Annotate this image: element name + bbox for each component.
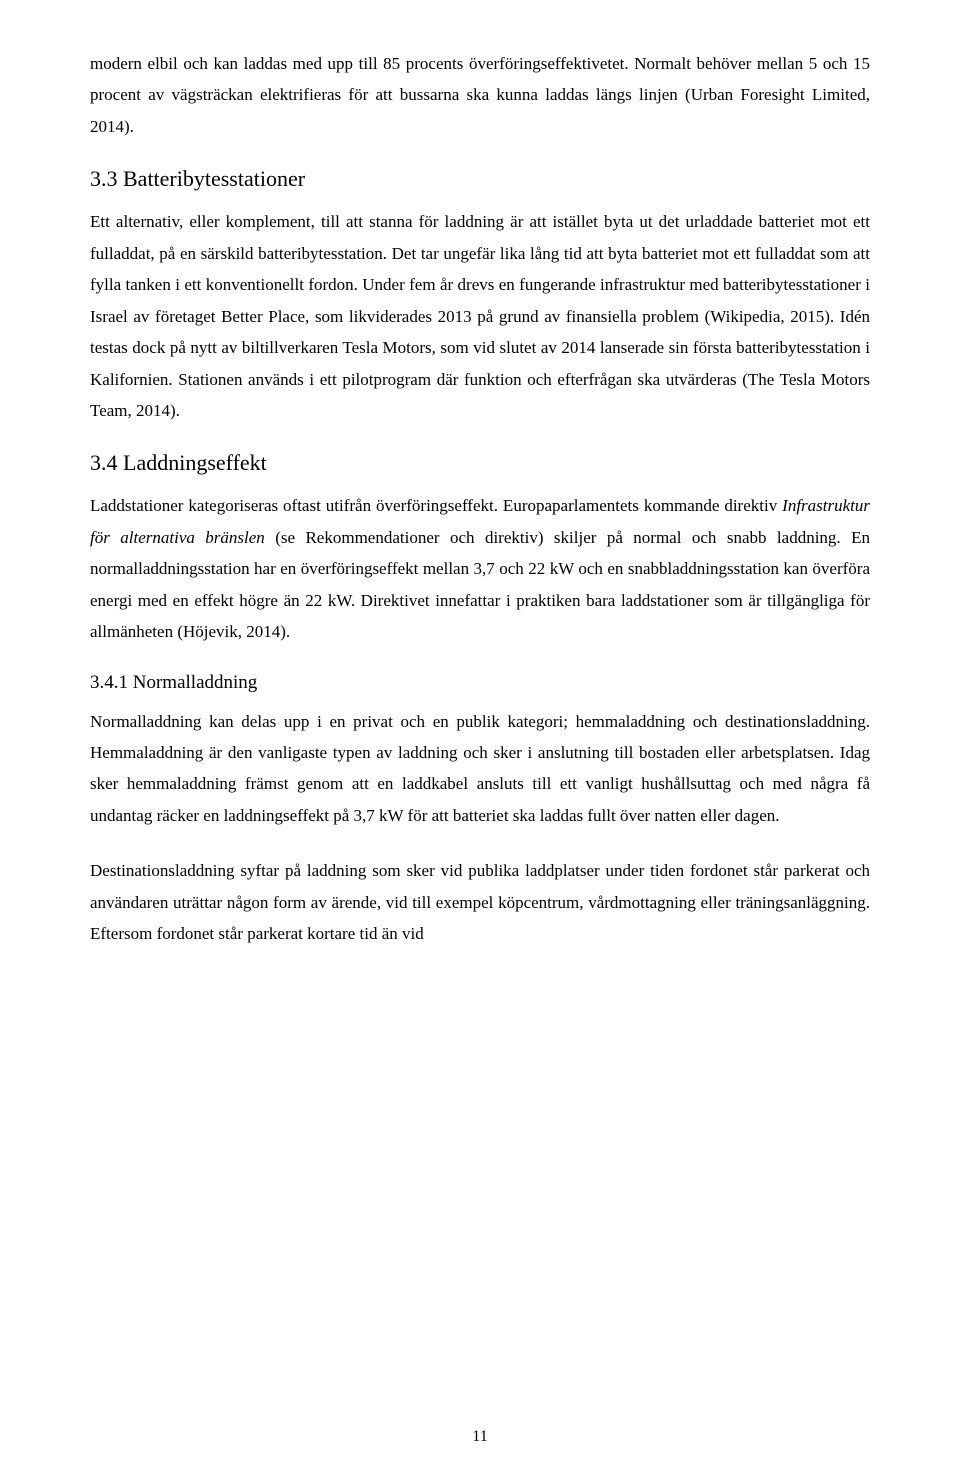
page-number: 11: [0, 1428, 960, 1446]
paragraph-3-4-1b: Destinationsladdning syftar på laddning …: [90, 855, 870, 949]
paragraph-3-3: Ett alternativ, eller komplement, till a…: [90, 206, 870, 426]
heading-3-4-1: 3.4.1 Normalladdning: [90, 672, 870, 694]
paragraph-intro: modern elbil och kan laddas med upp till…: [90, 48, 870, 142]
paragraph-3-4-1a: Normalladdning kan delas upp i en privat…: [90, 706, 870, 832]
heading-3-3: 3.3 Batteribytesstationer: [90, 166, 870, 192]
heading-3-4: 3.4 Laddningseffekt: [90, 450, 870, 476]
paragraph-3-4: Laddstationer kategoriseras oftast utifr…: [90, 490, 870, 647]
document-page: modern elbil och kan laddas med upp till…: [0, 0, 960, 1474]
text-run: Laddstationer kategoriseras oftast utifr…: [90, 496, 782, 515]
